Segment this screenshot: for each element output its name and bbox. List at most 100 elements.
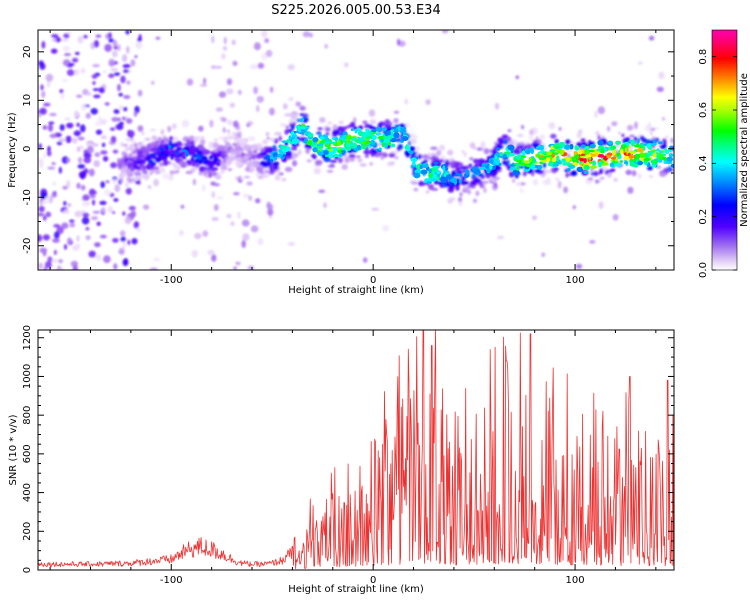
spectrogram-noise-cell-167 [248,195,253,201]
spectrogram-noise-cell-534 [62,45,71,52]
spectrogram-noise-cell-513 [253,86,258,95]
spectrogram-noise-cell-105 [153,257,161,262]
spectrogram-ridge-cell-1582 [434,161,439,165]
spectrogram-ridge-cell-2325 [330,141,336,145]
spectrogram-noise-cell-32 [447,149,454,156]
spectrogram-noise-cell-440 [67,203,72,207]
spectrogram-noise-cell-322 [115,123,124,130]
spectrogram-ridge-cell-1984 [517,133,524,138]
spectrogram-noise-cell-109 [168,174,174,181]
spectrogram-ridge-cell-2502 [260,148,265,152]
spectrogram-noise-cell-198 [41,90,46,98]
spectrogram-noise-cell-20 [110,127,116,131]
spectrogram-ridge-cell-2517 [350,128,354,132]
spectrogram-noise-cell-25 [70,260,79,267]
spectrogram-ridge-cell-2025 [541,156,545,161]
spectrogram-noise-cell-206 [223,36,227,45]
spectrogram-noise-cell-477 [76,122,80,127]
spectrogram-ridge-cell-1901 [235,157,243,162]
spectrogram-ridge-cell-2573 [157,155,164,161]
spectrogram-ridge-cell-2127 [390,126,397,130]
spectrogram-noise-cell-263 [137,38,142,42]
spectrogram-ridge-cell-2196 [154,140,159,146]
spectrogram-ridge-cell-1526 [252,161,257,168]
spectrogram-noise-cell-76 [576,263,583,269]
spectrogram-noise-cell-425 [199,83,208,87]
spectrogram-noise-cell-192 [91,199,96,206]
spectrogram-ridge-cell-1585 [540,173,546,178]
spectrogram-ridge-cell-2260 [146,144,152,151]
spectrogram-ridge-cell-2592 [163,137,170,143]
spectrogram-ridge-cell-2158 [213,157,219,162]
spectrogram-ridge-cell-2422 [413,172,421,179]
y-tick-label--10: -10 [22,189,33,205]
spectrogram-noise-cell-437 [60,92,65,100]
spectrogram-ridge-cell-2540 [400,126,407,130]
spectrogram-noise-cell-546 [218,91,227,98]
spectrogram-ridge-cell-1963 [245,167,251,172]
spectrogram-noise-cell-29 [42,234,51,241]
spectrogram-noise-cell-214 [430,146,438,150]
spectrogram-noise-cell-470 [201,184,206,192]
spectrogram-ridge-cell-1838 [567,173,571,176]
spectrogram-ridge-cell-2122 [564,144,571,150]
spectrogram-ridge-cell-2475 [172,163,176,166]
spectrogram-noise-cell-298 [302,31,311,38]
spectrogram-ridge-cell-1293 [299,105,306,111]
spectrogram-ridge-cell-2045 [317,151,323,156]
spectrogram-noise-cell-317 [233,266,237,270]
spectrogram-noise-cell-519 [211,191,216,199]
spectrogram-noise-cell-508 [589,240,596,244]
spectrogram-noise-cell-541 [91,74,98,79]
spectrogram-ridge-cell-2493 [575,154,580,160]
spectrogram-ridge-cell-2494 [127,155,134,158]
spectrogram-ridge-cell-2574 [342,126,349,130]
spectrogram-ridge-cell-1310 [459,192,463,197]
spectrogram-noise-cell-129 [137,89,143,97]
spectrogram-noise-cell-535 [203,77,207,85]
spectrogram-ridge-cell-2272 [612,149,616,156]
spectrogram-noise-cell-465 [151,80,155,85]
spectrogram-ridge-cell-2578 [499,152,503,157]
colorbar-gradient [711,29,738,271]
spectrogram-ridge-cell-2277 [588,157,592,160]
spectrogram-ridge-cell-2456 [225,159,232,164]
spectrogram-noise-cell-346 [597,106,606,115]
spectrogram-ridge-cell-2172 [149,153,157,157]
spectrogram-noise-cell-290 [267,208,274,216]
spectrogram-ridge-cell-1929 [623,156,630,161]
spectrogram-noise-cell-612 [38,60,44,66]
chart-title: S225.2026.005.00.53.E34 [271,3,440,18]
spectrogram-noise-cell-93 [532,178,539,186]
spectrogram-noise-cell-467 [250,64,258,70]
spectrogram-noise-cell-162 [61,222,69,229]
spectrogram-ridge-cell-2167 [393,118,399,124]
spectrogram-ridge-cell-1935 [330,163,335,167]
spectrogram-ridge-cell-2089 [523,160,530,163]
spectrogram-noise-cell-60 [101,142,106,148]
spectrogram-ridge-cell-1948 [485,174,491,179]
spectrogram-ridge-cell-2556 [479,181,483,187]
spectrogram-noise-cell-269 [81,184,86,191]
spectrogram-noise-cell-378 [58,166,63,174]
snr-y-tick-label-400: 400 [22,483,33,502]
colorbar-tick-label-1: 0.2 [698,209,709,225]
colorbar-ticks: 0.0 0.2 0.4 0.6 0.8 [698,49,737,278]
spectrogram-ridge-cell-1937 [409,150,414,155]
spectrogram-noise-cell-575 [309,33,313,38]
spectrogram-noise-cell-253 [94,242,101,248]
spectrogram-noise-cell-500 [77,147,81,152]
spectrogram-noise-cell-428 [606,125,611,132]
spectrogram-ridge-cell-2227 [485,165,490,169]
spectrogram-ridge-cell-2563 [501,160,508,166]
spectrogram-noise-cell-439 [136,227,142,233]
spectrogram-ridge-cell-1938 [357,127,361,133]
spectrogram-noise-cell-360 [213,183,220,187]
spectrogram-ridge-cell-2374 [471,180,477,186]
spectrogram-noise-cell-197 [61,38,69,42]
spectrogram-ridge-cell-1185 [375,126,382,132]
spectrogram-ridge-cell-2013 [138,142,142,145]
spectrogram-noise-cell-429 [121,116,126,121]
spectrogram-ridge-cell-2057 [125,182,129,188]
spectrogram-noise-cell-113 [231,39,236,46]
